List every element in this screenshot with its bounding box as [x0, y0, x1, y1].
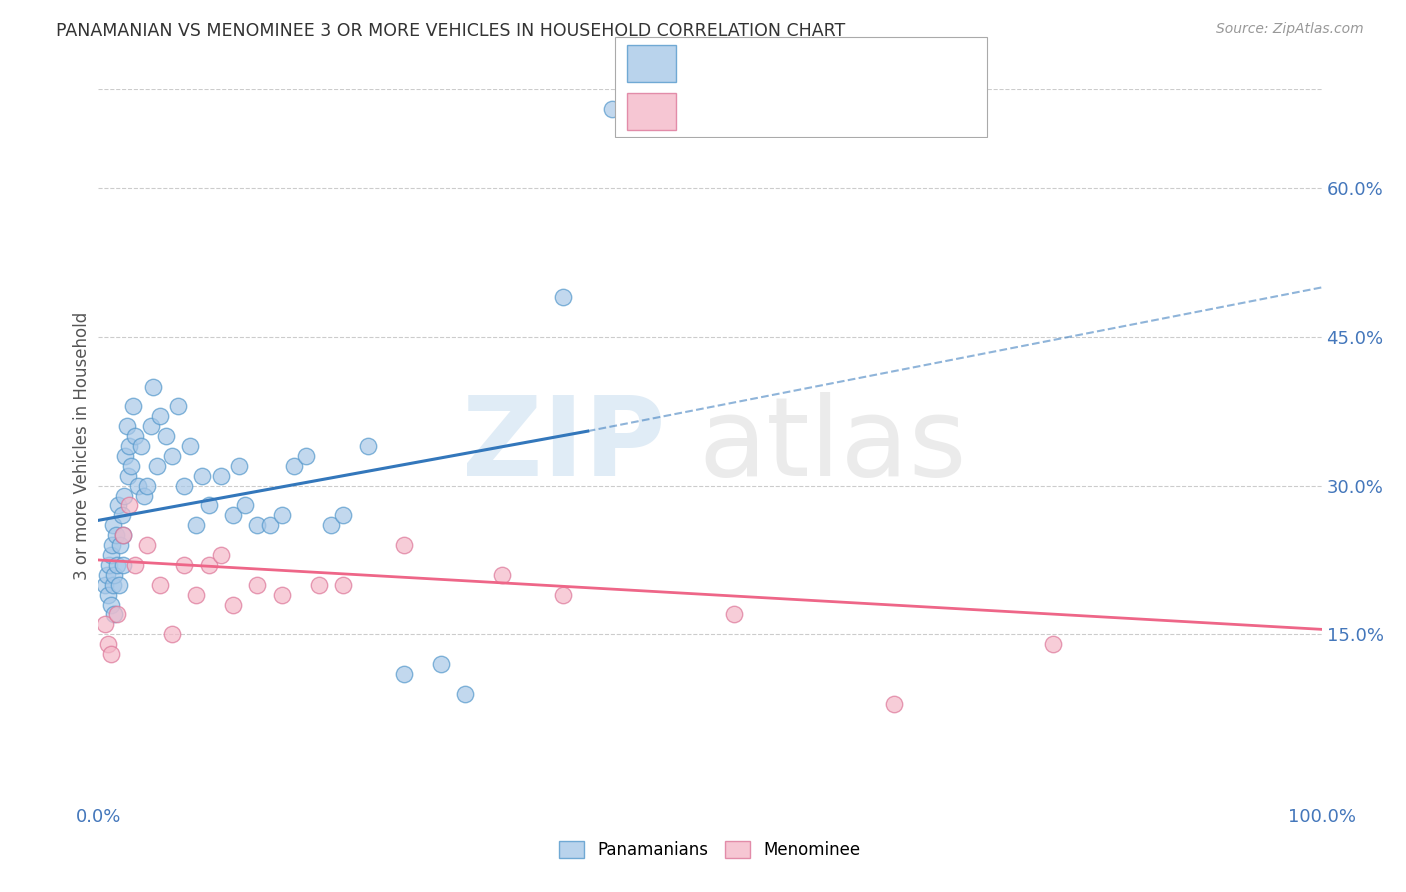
Point: [139, 419, 162, 434]
Point: [115, 419, 138, 434]
Point: [146, 458, 169, 473]
Point: [100, 647, 122, 661]
Point: [186, 518, 208, 533]
Point: [98, 558, 121, 572]
Point: [129, 439, 152, 453]
Point: [246, 578, 269, 592]
Point: [114, 449, 136, 463]
Text: ZIP: ZIP: [461, 392, 665, 500]
Point: [118, 439, 141, 453]
Point: [120, 458, 142, 473]
Point: [100, 548, 122, 562]
Point: [136, 538, 159, 552]
Point: [319, 518, 342, 533]
Point: [209, 468, 232, 483]
Point: [392, 538, 416, 552]
Point: [132, 489, 155, 503]
Point: [160, 449, 183, 463]
Point: [173, 478, 195, 492]
Point: [97, 588, 120, 602]
Point: [149, 409, 172, 424]
Point: [356, 439, 378, 453]
Point: [179, 439, 201, 453]
Point: [112, 489, 135, 503]
Point: [295, 449, 318, 463]
Point: [222, 598, 245, 612]
FancyBboxPatch shape: [616, 37, 987, 137]
Point: [270, 588, 294, 602]
Point: [600, 102, 623, 116]
Point: [105, 607, 128, 622]
Point: [105, 558, 128, 572]
Point: [173, 558, 195, 572]
Point: [723, 607, 745, 622]
Point: [228, 458, 250, 473]
Point: [101, 538, 124, 552]
Point: [392, 667, 416, 681]
Text: PANAMANIAN VS MENOMINEE 3 OR MORE VEHICLES IN HOUSEHOLD CORRELATION CHART: PANAMANIAN VS MENOMINEE 3 OR MORE VEHICL…: [56, 22, 845, 40]
Point: [454, 687, 477, 701]
Y-axis label: 3 or more Vehicles in Household: 3 or more Vehicles in Household: [73, 312, 91, 580]
Point: [259, 518, 281, 533]
Point: [191, 468, 214, 483]
Point: [883, 697, 905, 711]
Point: [101, 578, 124, 592]
Legend: Panamanians, Menominee: Panamanians, Menominee: [553, 834, 868, 866]
Point: [111, 528, 134, 542]
Point: [121, 400, 143, 414]
Point: [101, 518, 124, 533]
Point: [124, 429, 146, 443]
Point: [222, 508, 245, 523]
Point: [553, 290, 575, 304]
Point: [160, 627, 183, 641]
Point: [96, 567, 118, 582]
Point: [93, 617, 115, 632]
Point: [233, 499, 256, 513]
Point: [117, 468, 139, 483]
FancyBboxPatch shape: [627, 93, 676, 130]
Point: [111, 508, 134, 523]
Point: [155, 429, 177, 443]
FancyBboxPatch shape: [627, 45, 676, 82]
Text: Source: ZipAtlas.com: Source: ZipAtlas.com: [1216, 22, 1364, 37]
Point: [107, 499, 129, 513]
Point: [197, 558, 219, 572]
Point: [104, 528, 127, 542]
Point: [1042, 637, 1064, 651]
Point: [197, 499, 219, 513]
Text: R =  0.182   N = 60: R = 0.182 N = 60: [695, 56, 852, 70]
Point: [270, 508, 294, 523]
Point: [308, 578, 330, 592]
Point: [246, 518, 269, 533]
Point: [118, 499, 141, 513]
Point: [209, 548, 232, 562]
Point: [111, 558, 134, 572]
Point: [93, 578, 115, 592]
Point: [167, 400, 190, 414]
Point: [142, 379, 165, 393]
Point: [491, 567, 513, 582]
Point: [127, 478, 149, 492]
Point: [186, 588, 208, 602]
Point: [97, 637, 120, 651]
Point: [100, 598, 122, 612]
Point: [103, 607, 125, 622]
Point: [430, 657, 453, 671]
Text: atlas: atlas: [699, 392, 966, 500]
Point: [108, 578, 131, 592]
Point: [110, 538, 132, 552]
Point: [149, 578, 172, 592]
Point: [124, 558, 146, 572]
Point: [332, 578, 354, 592]
Point: [283, 458, 305, 473]
Point: [111, 528, 134, 542]
Text: R = -0.259   N = 25: R = -0.259 N = 25: [695, 104, 853, 120]
Point: [553, 588, 575, 602]
Point: [136, 478, 159, 492]
Point: [103, 567, 125, 582]
Point: [332, 508, 354, 523]
